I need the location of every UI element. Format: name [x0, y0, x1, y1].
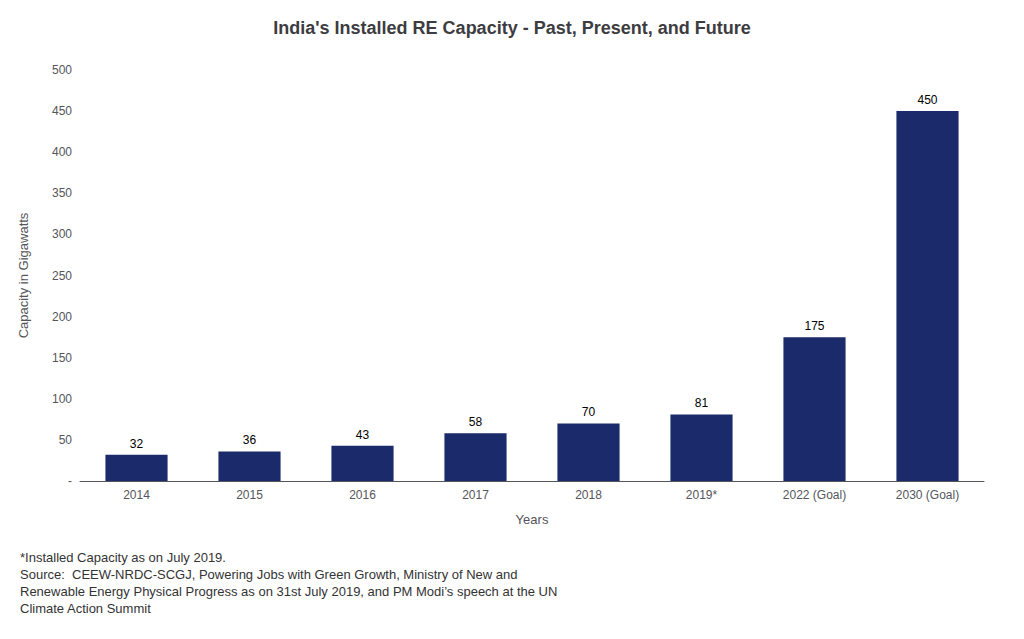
svg-text:2017: 2017	[462, 488, 489, 502]
svg-text:2018: 2018	[575, 488, 602, 502]
svg-text:250: 250	[52, 269, 72, 283]
svg-text:36: 36	[243, 433, 257, 447]
svg-text:Years: Years	[516, 512, 549, 527]
svg-text:43: 43	[356, 428, 370, 442]
svg-text:2019*: 2019*	[686, 488, 718, 502]
svg-text:*Installed Capacity as on July: *Installed Capacity as on July 2019.	[20, 550, 226, 565]
svg-text:Climate Action Summit: Climate Action Summit	[20, 601, 151, 616]
svg-text:350: 350	[52, 186, 72, 200]
svg-text:2016: 2016	[349, 488, 376, 502]
svg-text:175: 175	[804, 319, 824, 333]
svg-text:2022 (Goal): 2022 (Goal)	[783, 488, 846, 502]
svg-text:81: 81	[695, 396, 709, 410]
svg-text:70: 70	[582, 405, 596, 419]
svg-text:Source: CEEW-NRDC-SCGJ, Power: Source: CEEW-NRDC-SCGJ, Powering Jobs wi…	[20, 567, 518, 582]
svg-text:-: -	[68, 474, 72, 488]
svg-text:India's Installed RE Capacity: India's Installed RE Capacity - Past, Pr…	[273, 18, 750, 38]
svg-text:400: 400	[52, 145, 72, 159]
svg-text:500: 500	[52, 63, 72, 77]
svg-text:50: 50	[59, 433, 73, 447]
svg-text:32: 32	[130, 437, 144, 451]
svg-text:58: 58	[469, 415, 483, 429]
svg-text:Renewable Energy Physical Prog: Renewable Energy Physical Progress as on…	[20, 584, 557, 599]
svg-text:450: 450	[52, 104, 72, 118]
svg-text:Capacity in Gigawatts: Capacity in Gigawatts	[16, 212, 31, 338]
svg-text:450: 450	[917, 93, 937, 107]
svg-text:2030 (Goal): 2030 (Goal)	[896, 488, 959, 502]
svg-text:300: 300	[52, 227, 72, 241]
svg-text:100: 100	[52, 392, 72, 406]
svg-text:150: 150	[52, 351, 72, 365]
svg-text:2015: 2015	[236, 488, 263, 502]
svg-text:2014: 2014	[123, 488, 150, 502]
svg-text:200: 200	[52, 310, 72, 324]
